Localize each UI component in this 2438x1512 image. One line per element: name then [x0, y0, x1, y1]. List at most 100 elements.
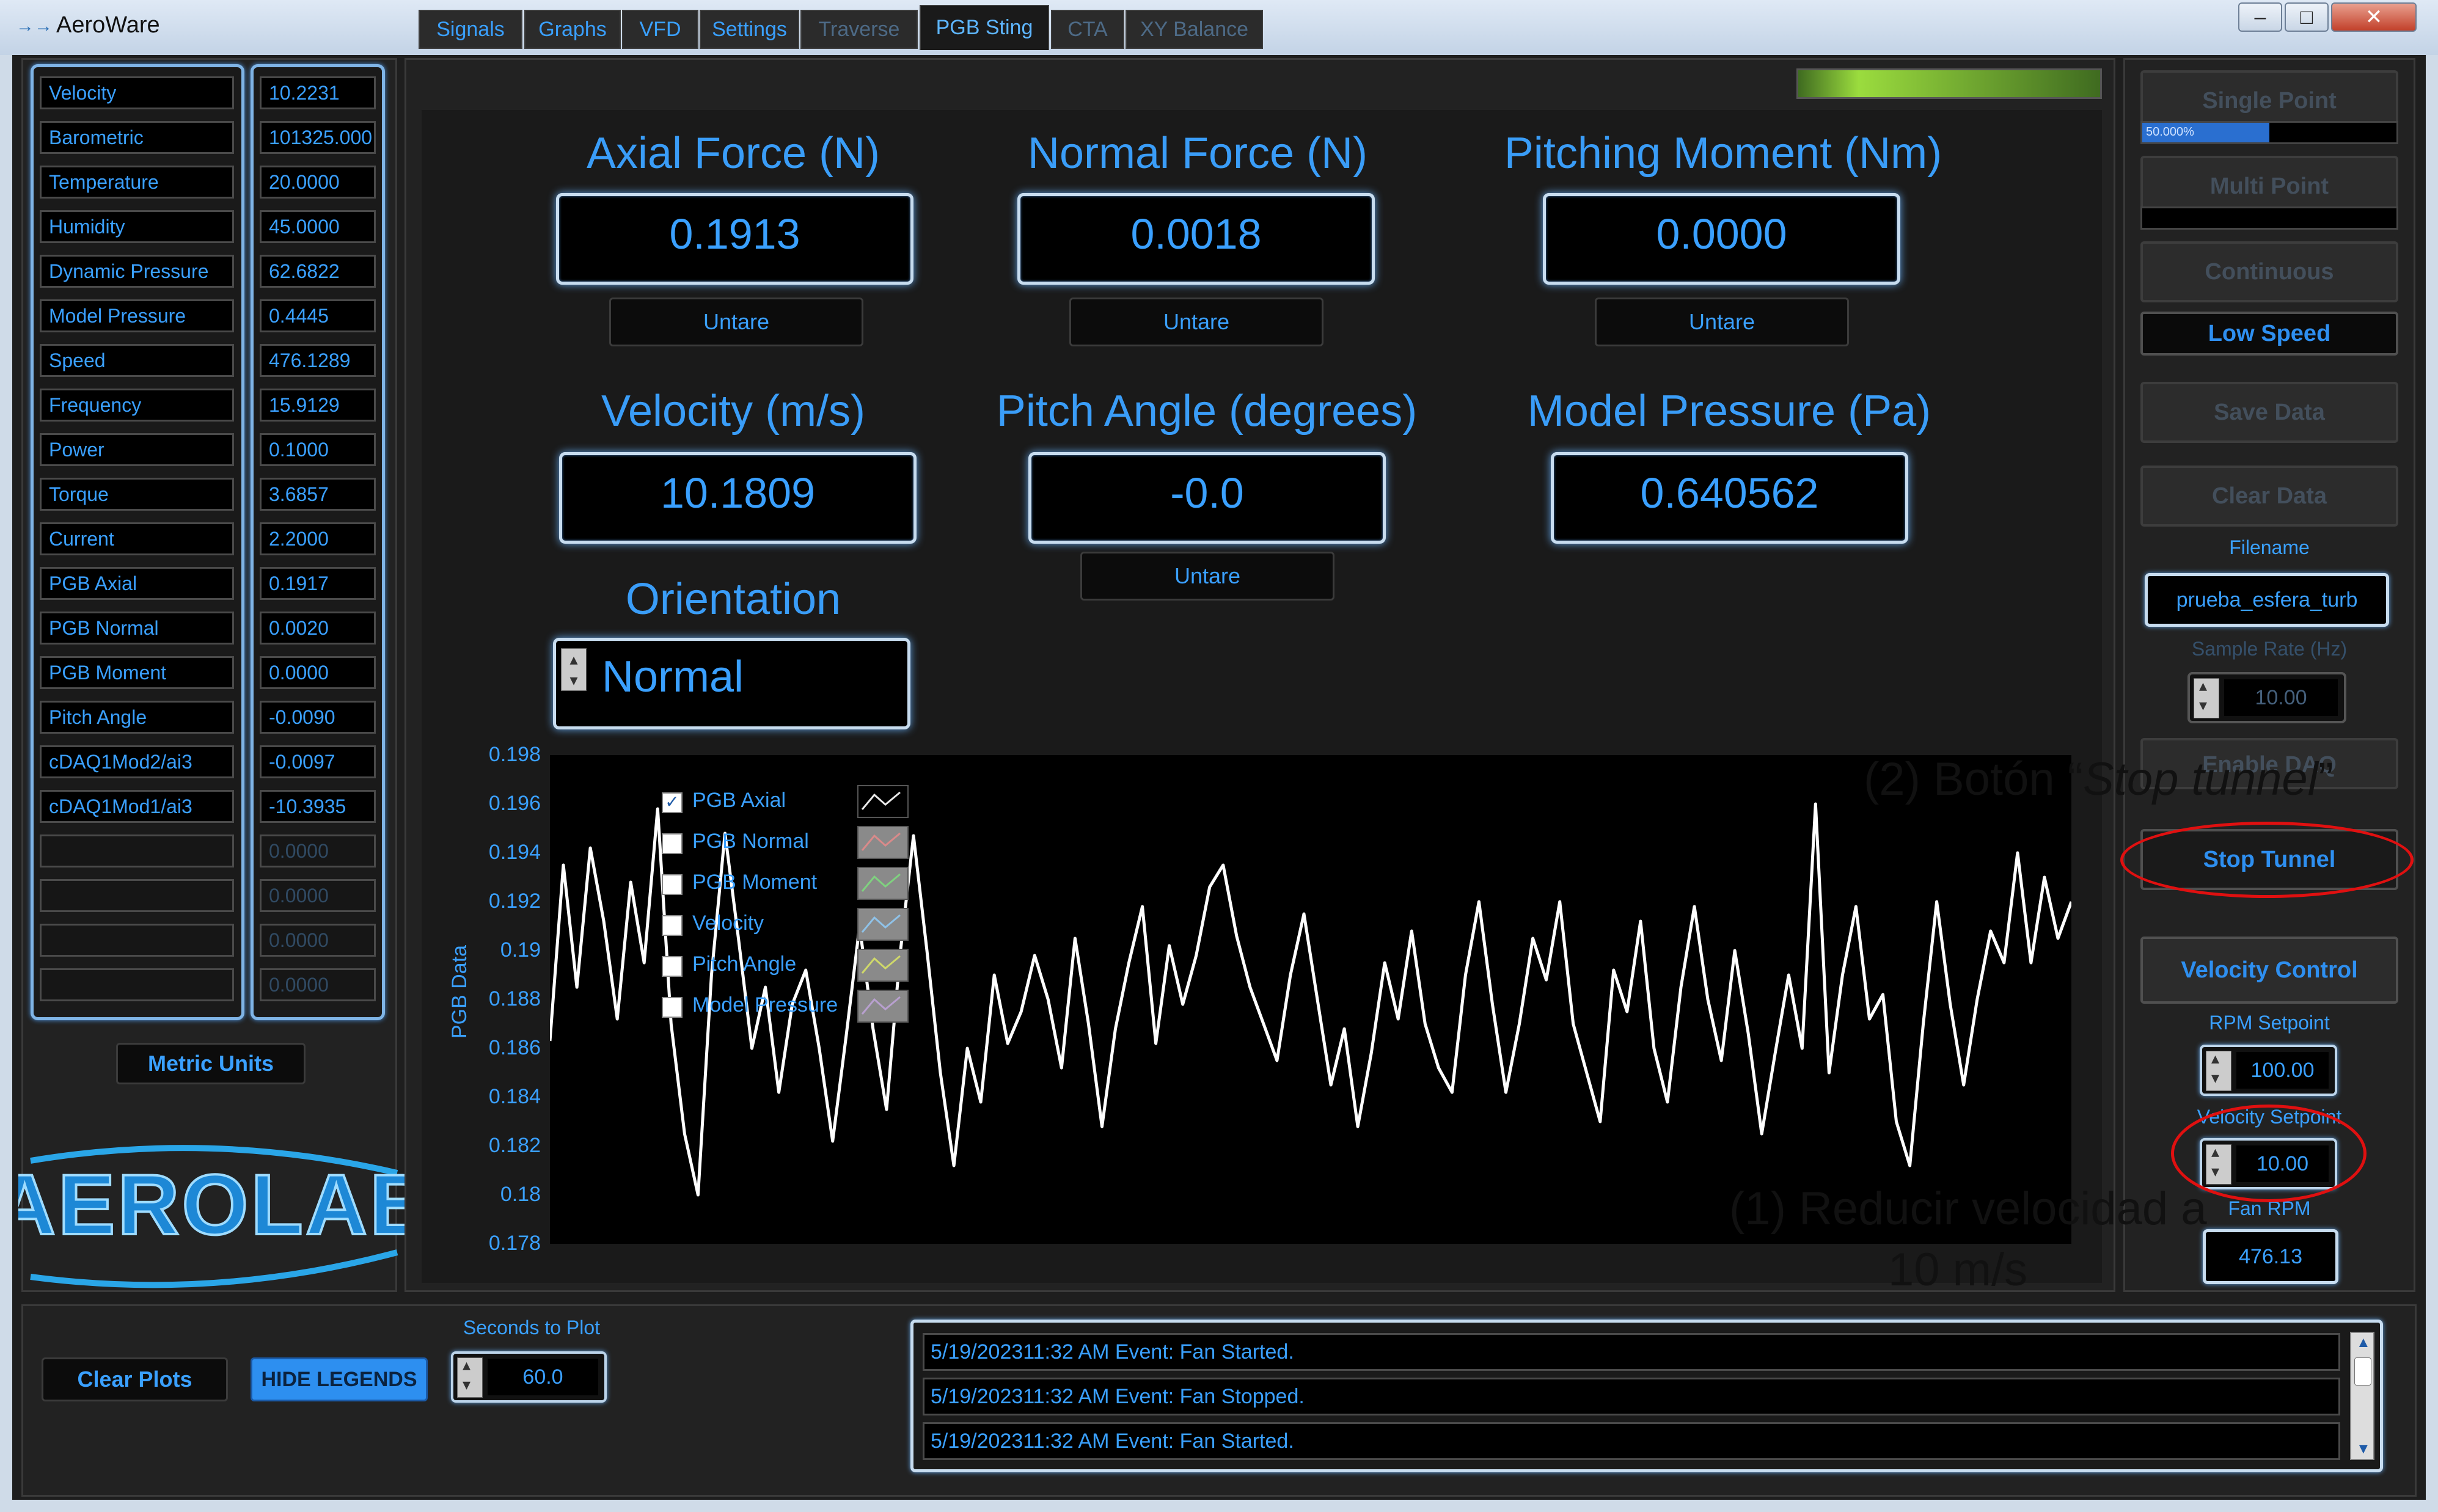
axial-force-display: 0.1913 — [556, 193, 913, 285]
y-tick-label: 0.196 — [488, 792, 541, 815]
y-tick-label: 0.188 — [488, 987, 541, 1010]
multi-point-progress — [2140, 206, 2398, 230]
legend-checkbox[interactable] — [662, 874, 683, 895]
aerolab-logo: AEROLAB — [0, 1136, 433, 1295]
filename-field[interactable]: prueba_esfera_turb — [2145, 573, 2389, 627]
maximize-button[interactable]: □ — [2285, 2, 2329, 32]
fan-rpm-display: 476.13 — [2203, 1229, 2338, 1284]
channel-label: PGB Axial — [40, 567, 234, 600]
legend-swatch[interactable] — [857, 990, 909, 1023]
channel-value: 2.2000 — [260, 522, 376, 555]
plot-area[interactable] — [548, 755, 2073, 1244]
tab-cta[interactable]: CTA — [1051, 10, 1124, 49]
tab-vfd[interactable]: VFD — [622, 10, 698, 49]
untare-moment-button[interactable]: Untare — [1595, 298, 1849, 346]
pitching-moment-display: 0.0000 — [1543, 193, 1900, 285]
legend-swatch[interactable] — [857, 785, 909, 818]
legend-checkbox[interactable] — [662, 833, 683, 854]
clear-data-button[interactable]: Clear Data — [2140, 466, 2398, 527]
untare-normal-button[interactable]: Untare — [1069, 298, 1323, 346]
pitch-angle-display: -0.0 — [1028, 452, 1386, 544]
event-log-scrollbar[interactable]: ▲ ▼ — [2350, 1332, 2374, 1460]
minimize-button[interactable]: – — [2238, 2, 2282, 32]
legend-swatch[interactable] — [857, 908, 909, 941]
tab-settings[interactable]: Settings — [700, 10, 799, 49]
channel-value: 0.4445 — [260, 299, 376, 332]
channel-label — [40, 835, 234, 867]
save-data-button[interactable]: Save Data — [2140, 382, 2398, 443]
close-button[interactable]: ✕ — [2331, 2, 2417, 32]
legend-swatch[interactable] — [857, 867, 909, 900]
legend-checkbox[interactable]: ✓ — [662, 792, 683, 813]
axial-force-title: Axial Force (N) — [586, 129, 880, 178]
orientation-title: Orientation — [625, 575, 841, 624]
scroll-thumb — [2354, 1357, 2371, 1386]
channel-value: 0.0000 — [260, 924, 376, 957]
pitch-angle-title: Pitch Angle (degrees) — [996, 387, 1418, 436]
untare-axial-button[interactable]: Untare — [609, 298, 863, 346]
sample-rate-control[interactable]: 10.00 — [2187, 672, 2346, 723]
tab-graphs[interactable]: Graphs — [524, 10, 621, 49]
channel-label: Frequency — [40, 389, 234, 422]
y-tick-label: 0.186 — [488, 1036, 541, 1059]
channel-value: 15.9129 — [260, 389, 376, 422]
channel-value: 101325.000 — [260, 121, 376, 154]
channel-value: 0.0020 — [260, 612, 376, 645]
channel-value: 0.0000 — [260, 879, 376, 912]
channel-value: 10.2231 — [260, 76, 376, 109]
seconds-to-plot-control[interactable]: 60.0 — [451, 1351, 607, 1403]
single-point-progress: 50.000% — [2140, 121, 2398, 144]
rpm-setpoint-control[interactable]: 100.00 — [2200, 1045, 2337, 1096]
pitching-moment-title: Pitching Moment (Nm) — [1504, 129, 1942, 178]
legend-checkbox[interactable] — [662, 997, 683, 1018]
legend-checkbox[interactable] — [662, 915, 683, 936]
sample-rate-label: Sample Rate (Hz) — [2191, 638, 2348, 660]
seconds-spin[interactable] — [457, 1356, 483, 1398]
scroll-up-icon: ▲ — [2356, 1334, 2371, 1351]
channel-value: 62.6822 — [260, 255, 376, 288]
legend-swatch[interactable] — [857, 826, 909, 859]
rpm-spin[interactable] — [2206, 1049, 2231, 1091]
sample-rate-spin[interactable] — [2194, 676, 2219, 718]
channel-value: 0.0000 — [260, 656, 376, 689]
y-tick-label: 0.198 — [488, 743, 541, 766]
hide-legends-button[interactable]: HIDE LEGENDS — [251, 1357, 428, 1401]
status-led-bar — [1796, 68, 2102, 99]
normal-force-title: Normal Force (N) — [1027, 129, 1368, 178]
annotation-stop-tunnel: (2) Botón “Stop tunnel” — [1864, 753, 2334, 805]
y-tick-label: 0.19 — [500, 938, 541, 962]
continuous-button[interactable]: Continuous — [2140, 241, 2398, 302]
y-tick-label: 0.192 — [488, 889, 541, 913]
annotation-reduce-velocity-line1: (1) Reducir velocidad a — [1729, 1183, 2207, 1235]
plot-svg — [548, 802, 2073, 1197]
legend-swatch[interactable] — [857, 949, 909, 982]
logo-text: AEROLAB — [18, 1156, 409, 1252]
channel-label: Humidity — [40, 210, 234, 243]
tab-traverse[interactable]: Traverse — [800, 10, 918, 49]
y-tick-label: 0.18 — [500, 1183, 541, 1206]
legend-checkbox[interactable] — [662, 956, 683, 977]
channel-label — [40, 879, 234, 912]
y-tick-label: 0.194 — [488, 841, 541, 864]
orientation-selector[interactable]: ▴ ▾ Normal — [553, 638, 910, 729]
event-log-entry: 5/19/202311:32 AM Event: Fan Stopped. — [923, 1378, 2340, 1415]
orientation-spin-button[interactable]: ▴ ▾ — [561, 648, 587, 691]
legend-label: Velocity — [692, 911, 764, 935]
tab-pgb-sting[interactable]: PGB Sting — [920, 5, 1049, 50]
tab-xy-balance[interactable]: XY Balance — [1126, 10, 1263, 49]
channel-label — [40, 924, 234, 957]
scroll-down-icon: ▼ — [2356, 1441, 2371, 1457]
channel-value: 0.1917 — [260, 567, 376, 600]
channel-label: Torque — [40, 478, 234, 511]
enable-daq-button[interactable]: Enable DAQ — [2140, 738, 2398, 789]
low-speed-button[interactable]: Low Speed — [2140, 312, 2398, 356]
clear-plots-button[interactable]: Clear Plots — [42, 1357, 228, 1401]
velocity-display: 10.1809 — [559, 452, 917, 544]
metric-units-button[interactable]: Metric Units — [116, 1043, 306, 1084]
channel-label: Pitch Angle — [40, 701, 234, 734]
untare-pitch-button[interactable]: Untare — [1080, 552, 1334, 601]
tab-signals[interactable]: Signals — [419, 10, 522, 49]
channel-value: 45.0000 — [260, 210, 376, 243]
orientation-value: Normal — [602, 652, 744, 701]
velocity-control-button[interactable]: Velocity Control — [2140, 937, 2398, 1004]
